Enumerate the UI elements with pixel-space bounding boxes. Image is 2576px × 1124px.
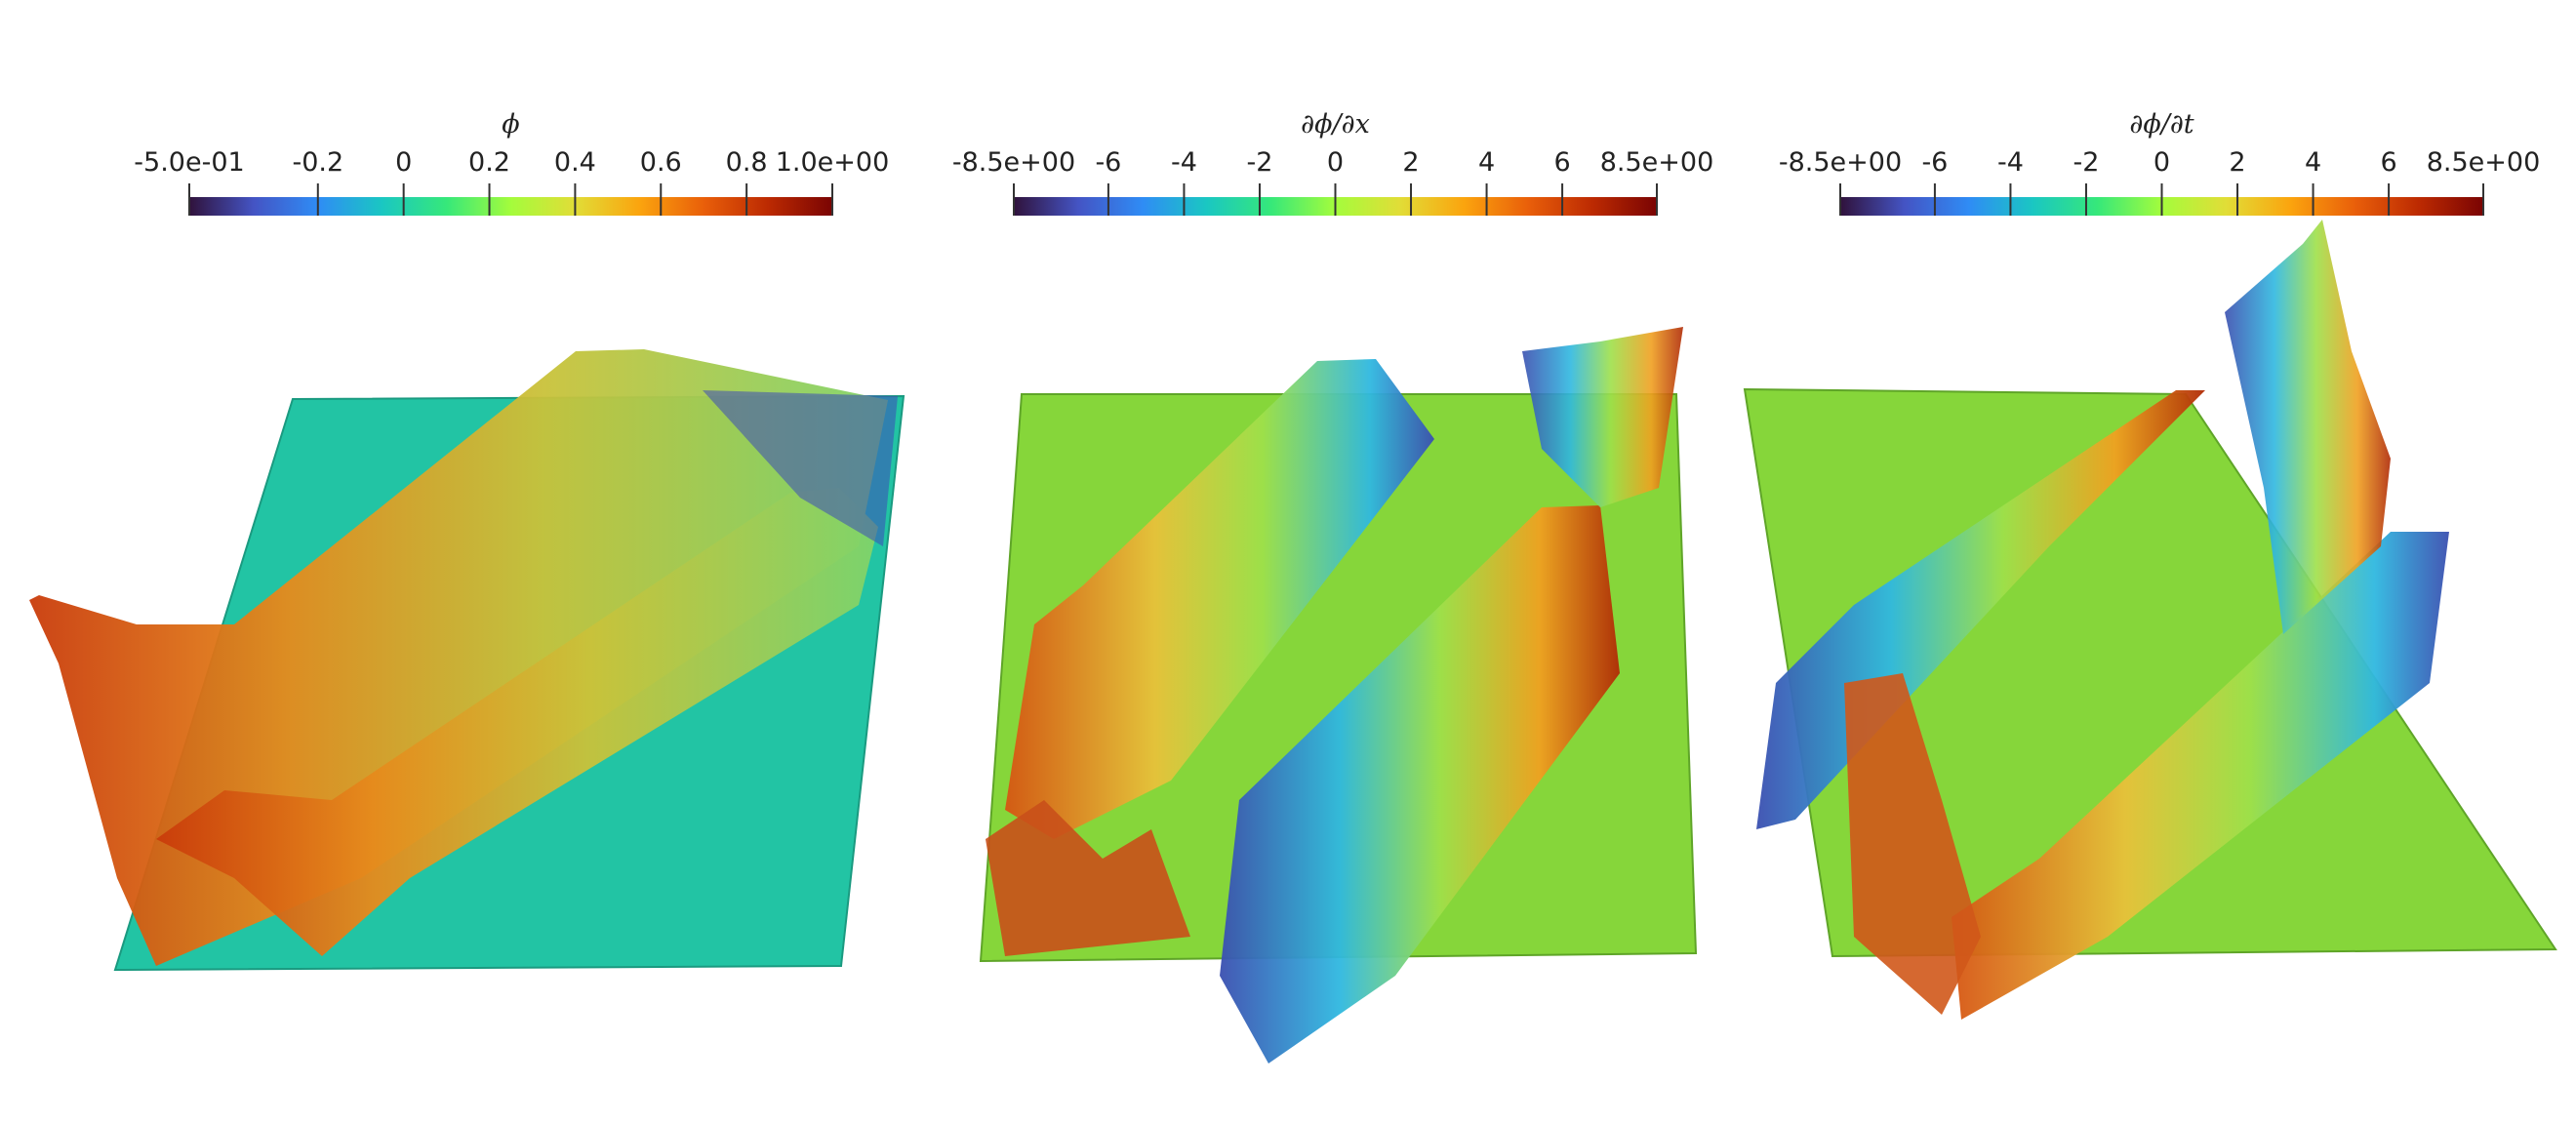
tick-label: -2 <box>2073 147 2100 178</box>
tick-label: -4 <box>1997 147 2024 178</box>
surface-phi <box>29 349 906 972</box>
tick-label: 0.8 <box>726 147 768 178</box>
tick-label: 0.4 <box>554 147 596 178</box>
tick-label: 2 <box>2229 147 2245 178</box>
colorbar-title: ∂ϕ/∂x <box>1301 109 1370 140</box>
tick-label: 0 <box>1327 147 1344 178</box>
tick-label: -6 <box>1921 147 1948 178</box>
tick-label: -5.0e-01 <box>134 147 244 178</box>
colorbar-title: ∂ϕ/∂t <box>2129 109 2194 140</box>
tick-label: -4 <box>1171 147 1197 178</box>
tick-label: -8.5e+00 <box>952 147 1075 178</box>
tick-label: -8.5e+00 <box>1779 147 1902 178</box>
tick-label: 0 <box>2153 147 2170 178</box>
colorbar-title: ϕ <box>502 109 519 140</box>
tick-label: -6 <box>1095 147 1121 178</box>
surface-dphidx <box>979 327 1698 1064</box>
tick-label: 6 <box>2380 147 2396 178</box>
tick-label: 0 <box>395 147 412 178</box>
tick-label: 1.0e+00 <box>776 147 890 178</box>
tick-label: 6 <box>1553 147 1570 178</box>
colorbar: ∂ϕ/∂t -8.5e+00 -6 -4 -2 0 2 4 6 8.5e+00 <box>1779 109 2540 216</box>
tick-label: 8.5e+00 <box>1600 147 1714 178</box>
colorbar-gradient <box>189 197 832 216</box>
tick-label: -0.2 <box>292 147 343 178</box>
tick-label: 2 <box>1402 147 1419 178</box>
colorbar: ∂ϕ/∂x -8.5e+00 -6 -4 -2 0 2 4 6 8.5e+00 <box>952 109 1713 216</box>
surface-dphidt <box>1743 220 2557 1020</box>
tick-label: -2 <box>1247 147 1273 178</box>
tick-label: 4 <box>1478 147 1495 178</box>
tick-label: 4 <box>2305 147 2321 178</box>
tick-label: 8.5e+00 <box>2427 147 2541 178</box>
colorbar: ϕ -5.0e-01 -0.2 0 0.2 0.4 0.6 0.8 1.0e+00 <box>134 109 889 216</box>
tick-label: 0.2 <box>468 147 510 178</box>
tick-label: 0.6 <box>640 147 682 178</box>
colorbars: ϕ -5.0e-01 -0.2 0 0.2 0.4 0.6 0.8 1.0e+00 ∂ϕ/∂x -8… <box>134 109 2540 216</box>
